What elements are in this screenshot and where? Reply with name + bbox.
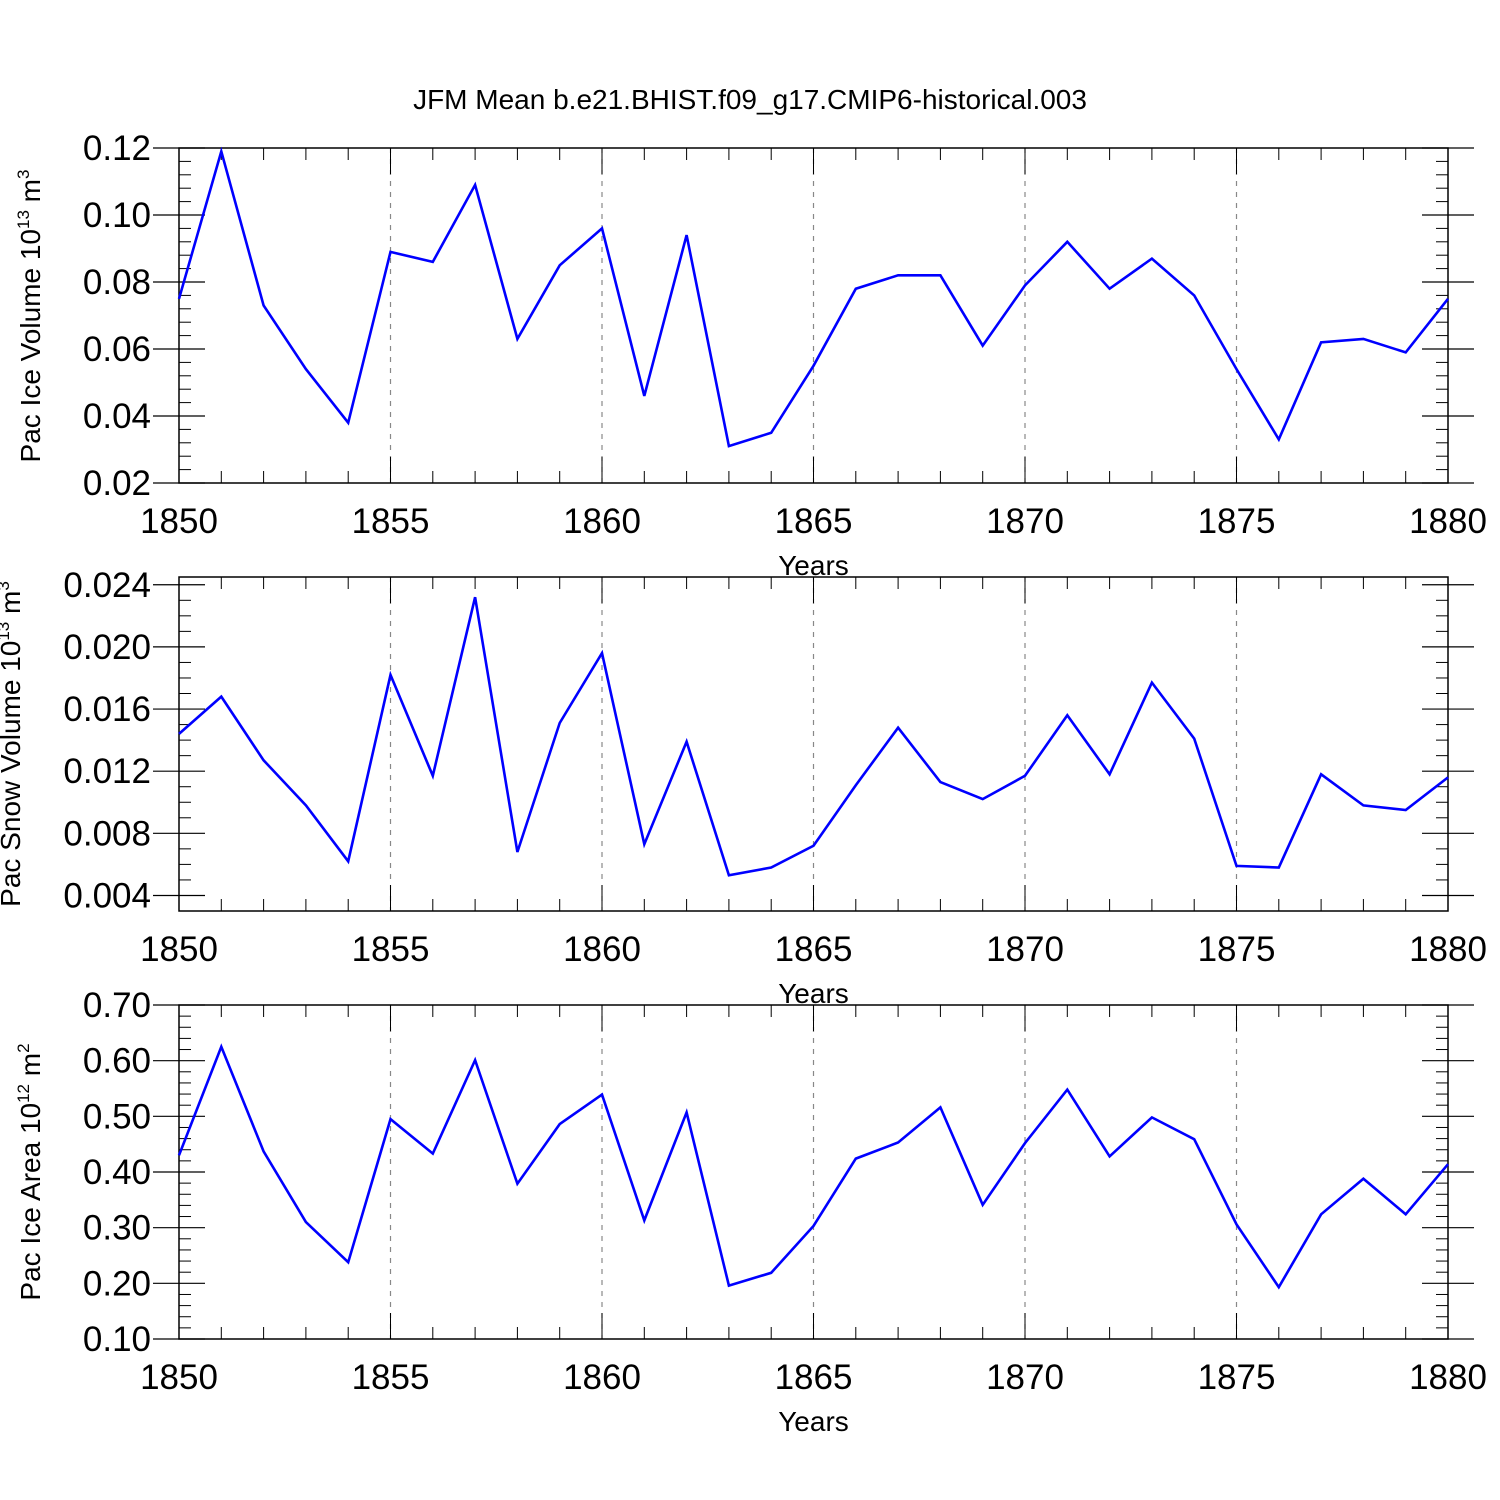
- x-tick-label: 1880: [1409, 930, 1487, 969]
- x-tick-label: 1880: [1409, 1358, 1487, 1397]
- panel-3: 0.10 0.20 0.30 0.40 0.50 0.60 0.70 1850 1855 1860…: [14, 986, 1487, 1437]
- y-tick-label: 0.008: [63, 814, 151, 853]
- series-line: [178, 596, 1449, 877]
- x-tick-label: 1850: [140, 1358, 218, 1397]
- x-tick-label: 1875: [1198, 930, 1276, 969]
- x-tick-label: 1875: [1198, 502, 1276, 541]
- y-axis-title: Pac Snow Volume 1013 m3: [0, 581, 26, 907]
- x-tick-label: 1865: [775, 1358, 853, 1397]
- x-axis-title: Years: [778, 978, 849, 1009]
- x-axis-title: Years: [778, 1406, 849, 1437]
- panel-1: 0.02 0.04 0.06 0.08 0.10 0.12 1850 1855 1860 1865…: [14, 129, 1487, 581]
- y-tick-label: 0.004: [63, 876, 151, 915]
- y-tick-label: 0.20: [83, 1264, 151, 1303]
- y-tick-label: 0.70: [83, 986, 151, 1025]
- x-tick-label: 1855: [352, 502, 430, 541]
- y-axis-title: Pac Ice Volume 1013 m3: [14, 170, 46, 463]
- x-tick-label: 1860: [563, 1358, 641, 1397]
- x-tick-label: 1850: [140, 502, 218, 541]
- series-line: [177, 146, 1450, 448]
- x-tick-label: 1855: [352, 930, 430, 969]
- y-tick-label: 0.04: [83, 397, 151, 436]
- x-tick-label: 1865: [775, 930, 853, 969]
- x-tick-label: 1855: [352, 1358, 430, 1397]
- x-tick-label: 1875: [1198, 1358, 1276, 1397]
- x-tick-label: 1870: [986, 930, 1064, 969]
- x-tick-label: 1870: [986, 1358, 1064, 1397]
- x-tick-label: 1880: [1409, 502, 1487, 541]
- x-tick-label: 1865: [775, 502, 853, 541]
- panel-2: 0.004 0.008 0.012 0.016 0.020 0.024 1850 1855 18…: [0, 566, 1487, 1009]
- x-tick-label: 1860: [563, 930, 641, 969]
- y-axis-title: Pac Ice Area 1012 m2: [14, 1043, 46, 1300]
- series-line: [177, 1043, 1449, 1290]
- figure-title: JFM Mean b.e21.BHIST.f09_g17.CMIP6-histo…: [413, 84, 1087, 115]
- y-tick-label: 0.40: [83, 1153, 151, 1192]
- y-tick-label: 0.08: [83, 263, 151, 302]
- x-tick-label: 1860: [563, 502, 641, 541]
- y-tick-label: 0.30: [83, 1209, 151, 1248]
- y-tick-label: 0.024: [63, 566, 151, 605]
- y-tick-label: 0.10: [83, 196, 151, 235]
- x-tick-label: 1850: [140, 930, 218, 969]
- y-tick-label: 0.10: [83, 1320, 151, 1359]
- x-axis-title: Years: [778, 550, 849, 581]
- y-tick-label: 0.60: [83, 1042, 151, 1081]
- y-tick-label: 0.020: [63, 628, 151, 667]
- x-tick-label: 1870: [986, 502, 1064, 541]
- y-tick-label: 0.06: [83, 330, 151, 369]
- y-tick-label: 0.50: [83, 1097, 151, 1136]
- y-tick-label: 0.016: [63, 690, 151, 729]
- y-tick-label: 0.02: [83, 464, 151, 503]
- y-tick-label: 0.012: [63, 752, 151, 791]
- y-tick-label: 0.12: [83, 129, 151, 168]
